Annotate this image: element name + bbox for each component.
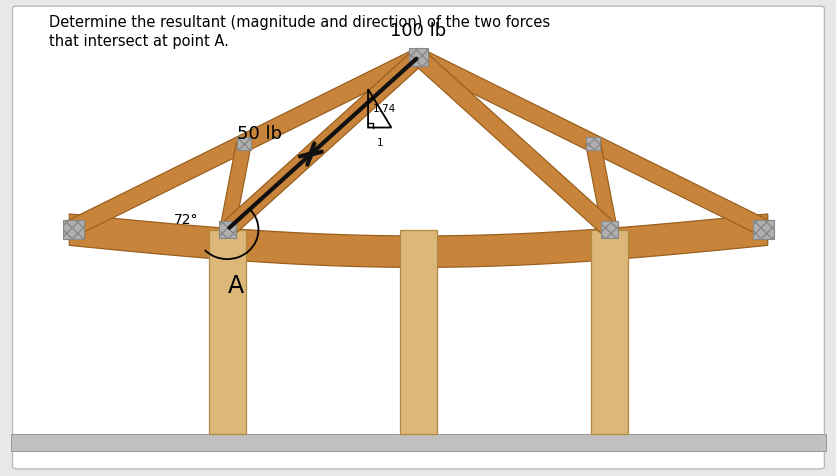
Polygon shape [69,215,767,268]
Bar [208,230,246,434]
Text: Determine the resultant (magnitude and direction) of the two forces: Determine the resultant (magnitude and d… [48,15,549,30]
Bar [409,49,427,67]
Text: 1: 1 [376,138,383,148]
Bar [237,137,251,150]
Bar [600,222,618,238]
Bar [63,220,84,240]
Bar [218,222,236,238]
Text: A: A [227,273,243,297]
Text: 1.74: 1.74 [373,104,395,114]
Bar [218,222,236,238]
Bar [63,220,84,240]
Bar [409,49,427,67]
Text: 50 lb: 50 lb [237,125,282,143]
Polygon shape [221,52,424,236]
Polygon shape [412,52,615,236]
Bar [585,137,599,150]
Bar [585,137,599,150]
Text: 100 lb: 100 lb [390,22,446,40]
Bar [752,220,773,240]
Bar [752,220,773,240]
Polygon shape [585,143,616,231]
Bar [590,230,628,434]
Bar [237,137,251,150]
Polygon shape [414,50,771,238]
Polygon shape [220,143,251,231]
Text: 72°: 72° [173,212,197,226]
Bar [600,222,618,238]
Bar [11,434,825,451]
Bar [400,230,436,434]
Polygon shape [65,50,422,238]
Text: that intersect at point A.: that intersect at point A. [48,34,228,49]
